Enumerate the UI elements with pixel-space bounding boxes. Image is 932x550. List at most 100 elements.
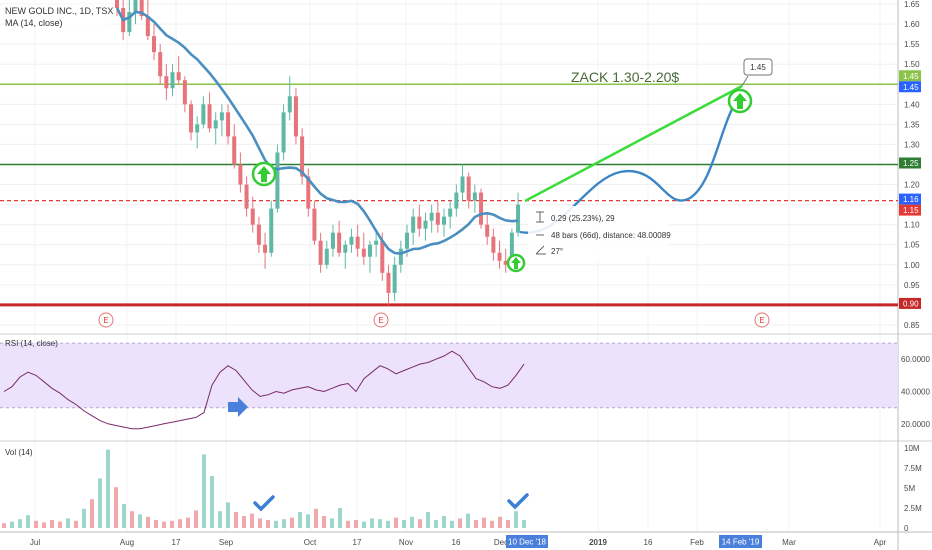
candle-body bbox=[226, 112, 231, 137]
price-label-box bbox=[899, 81, 921, 93]
candle-body bbox=[201, 104, 206, 125]
volume-bar bbox=[450, 520, 454, 528]
volume-tick-label: 7.5M bbox=[904, 464, 922, 473]
candle-body bbox=[115, 0, 119, 9]
volume-bar bbox=[146, 516, 150, 528]
blue-arrow-rsi[interactable] bbox=[228, 397, 248, 417]
time-highlight-box bbox=[719, 535, 762, 548]
volume-bar bbox=[250, 513, 254, 528]
candle-body bbox=[232, 136, 237, 165]
volume-bar bbox=[218, 511, 222, 528]
price-tick-label: 1.20 bbox=[904, 181, 920, 190]
candle-body bbox=[127, 12, 132, 33]
candle-body bbox=[392, 264, 397, 293]
measure-bars-label: 48 bars (66d), distance: 48.00089 bbox=[551, 231, 671, 240]
time-axis[interactable]: Jul Aug 17 Sep Oct 17 Nov 16 Dec 2019 16 Feb Mar Apr bbox=[30, 538, 887, 547]
candle-body bbox=[367, 244, 372, 257]
arrow-up-marker-dec[interactable] bbox=[506, 253, 526, 273]
legend-backdrop bbox=[3, 4, 111, 30]
measure-tool[interactable]: 0.29 (25.23%), 29 48 bars (66d), distanc… bbox=[528, 206, 671, 260]
earnings-marker[interactable] bbox=[373, 312, 389, 328]
target-trend-line[interactable] bbox=[524, 84, 743, 203]
candle-body bbox=[497, 252, 502, 261]
earnings-marker[interactable] bbox=[754, 312, 770, 328]
volume-bar bbox=[242, 516, 246, 528]
candle-body bbox=[423, 220, 428, 229]
volume-bar bbox=[418, 519, 422, 528]
candle-body bbox=[516, 204, 521, 233]
candle-body bbox=[133, 0, 138, 13]
time-highlight-label: 10 Dec '18 bbox=[508, 538, 547, 547]
volume-tick-label: 0 bbox=[904, 524, 909, 533]
horizontal-levels[interactable] bbox=[0, 83, 898, 307]
volume-axis: 10M 7.5M 5M 2.5M 0 bbox=[904, 444, 922, 533]
arrow-up-icon bbox=[733, 93, 747, 109]
time-tick-label: 16 bbox=[452, 538, 461, 547]
volume-tick-label: 2.5M bbox=[904, 504, 922, 513]
target-range-text[interactable]: ZACK 1.30-2.20$ bbox=[571, 69, 679, 85]
time-tick-label: Dec bbox=[494, 538, 508, 547]
volume-bar bbox=[226, 502, 230, 528]
volume-bar bbox=[202, 454, 206, 528]
volume-bar bbox=[402, 520, 406, 528]
arrow-up-marker-feb[interactable] bbox=[727, 88, 753, 114]
volume-bar bbox=[322, 516, 326, 528]
time-tick-label: Apr bbox=[874, 538, 887, 547]
volume-bar bbox=[74, 520, 78, 528]
volume-bars bbox=[2, 449, 526, 528]
time-tick-label: Sep bbox=[219, 538, 234, 547]
price-callout[interactable]: 1.45 bbox=[741, 58, 773, 87]
candle-body bbox=[404, 232, 409, 249]
volume-bar bbox=[82, 508, 86, 528]
volume-bar bbox=[362, 521, 366, 528]
volume-bar bbox=[282, 519, 286, 528]
candle-body bbox=[312, 208, 317, 241]
volume-bar bbox=[162, 521, 166, 528]
time-tick-label: 17 bbox=[353, 538, 362, 547]
price-tick-label: 1.65 bbox=[904, 0, 920, 9]
volume-bar bbox=[458, 518, 462, 528]
volume-bar bbox=[338, 508, 342, 528]
volume-bar bbox=[26, 515, 30, 528]
candle-body bbox=[485, 224, 490, 237]
volume-bar bbox=[522, 520, 526, 528]
volume-bar bbox=[18, 519, 22, 528]
candle-body bbox=[343, 244, 348, 253]
candle-body bbox=[349, 236, 354, 245]
earnings-markers[interactable]: E E E bbox=[98, 312, 770, 328]
candle-body bbox=[306, 176, 311, 209]
price-tick-label: 1.35 bbox=[904, 120, 920, 129]
time-tick-label: Jul bbox=[30, 538, 40, 547]
volume-bar bbox=[34, 520, 38, 528]
rsi-tick-label: 40.0000 bbox=[901, 388, 930, 397]
price-tick-label: 1.00 bbox=[904, 261, 920, 270]
earnings-marker[interactable] bbox=[98, 312, 114, 328]
arrow-up-marker-sep[interactable] bbox=[251, 161, 277, 187]
volume-bar bbox=[434, 520, 438, 528]
candle-body bbox=[195, 124, 200, 133]
volume-bar bbox=[370, 518, 374, 528]
symbol-title: NEW GOLD INC., 1D, TSX bbox=[5, 6, 113, 16]
price-label-value: 1.45 bbox=[903, 72, 919, 81]
volume-bar bbox=[426, 512, 430, 528]
volume-tick-label: 5M bbox=[904, 484, 915, 493]
candle-body bbox=[361, 248, 366, 257]
volume-bar bbox=[170, 520, 174, 528]
volume-bar bbox=[194, 510, 198, 528]
time-tick-label: 17 bbox=[172, 538, 181, 547]
price-label-value: 1.15 bbox=[903, 206, 919, 215]
volume-bar bbox=[330, 518, 334, 528]
volume-bar bbox=[306, 514, 310, 528]
volume-bar bbox=[474, 520, 478, 528]
moving-average-line bbox=[115, 7, 519, 255]
candle-body bbox=[176, 72, 181, 81]
volume-bar bbox=[378, 519, 382, 528]
price-label-box bbox=[899, 157, 921, 169]
rsi-tick-label: 20.0000 bbox=[901, 420, 930, 429]
candle-body bbox=[324, 248, 329, 265]
volume-bar bbox=[90, 499, 94, 528]
checkmark-icon bbox=[253, 495, 275, 512]
candle-body bbox=[293, 96, 298, 137]
volume-bar bbox=[106, 449, 110, 528]
candle-body bbox=[435, 212, 440, 225]
